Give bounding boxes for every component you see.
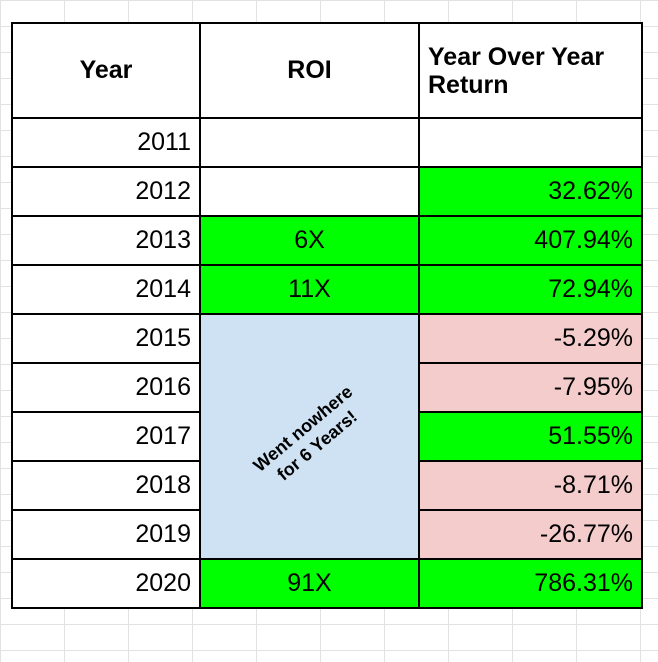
header-year[interactable]: Year [11, 22, 201, 119]
cell-year[interactable]: 2016 [11, 362, 201, 413]
table-row: 2017 51.55% [11, 411, 643, 462]
table-row: 2018 -8.71% [11, 460, 643, 511]
cell-return[interactable]: 51.55% [418, 411, 643, 462]
cell-year[interactable]: 2017 [11, 411, 201, 462]
cell-year[interactable]: 2014 [11, 264, 201, 315]
table-row: 2014 11X 72.94% [11, 264, 643, 315]
header-return-label: Year Over Year Return [428, 42, 605, 99]
cell-return[interactable]: -7.95% [418, 362, 643, 413]
cell-return[interactable] [418, 117, 643, 168]
cell-year[interactable]: 2020 [11, 558, 201, 609]
header-return[interactable]: Year Over Year Return [418, 22, 643, 119]
cell-return[interactable]: -5.29% [418, 313, 643, 364]
cell-roi[interactable] [199, 166, 420, 217]
cell-return[interactable]: 786.31% [418, 558, 643, 609]
table-row: 2020 91X 786.31% [11, 558, 643, 609]
cell-roi[interactable]: 6X [199, 215, 420, 266]
cell-year[interactable]: 2015 [11, 313, 201, 364]
table-row: 2015 Went nowhere for 6 Years! -5.29% [11, 313, 643, 560]
cell-year[interactable]: 2012 [11, 166, 201, 217]
table-row: 2011 [11, 117, 643, 168]
cell-return[interactable]: 32.62% [418, 166, 643, 217]
cell-return[interactable]: -26.77% [418, 509, 643, 560]
cell-year[interactable]: 2018 [11, 460, 201, 511]
cell-year[interactable]: 2019 [11, 509, 201, 560]
cell-return[interactable]: -8.71% [418, 460, 643, 511]
table-row: 2012 32.62% [11, 166, 643, 217]
merged-note-cell[interactable]: Went nowhere for 6 Years! [199, 313, 420, 560]
cell-roi[interactable]: 11X [199, 264, 420, 315]
cell-year[interactable]: 2013 [11, 215, 201, 266]
table-row: 2016 -7.95% [11, 362, 643, 413]
merged-note-text: Went nowhere for 6 Years! [249, 380, 361, 485]
cell-return[interactable]: 407.94% [418, 215, 643, 266]
cell-roi[interactable]: 91X [199, 558, 420, 609]
cell-return[interactable]: 72.94% [418, 264, 643, 315]
table-row: 2019 -26.77% [11, 509, 643, 560]
cell-roi[interactable] [199, 117, 420, 168]
spreadsheet-table: Year ROI Year Over Year Return 2011 2012… [11, 22, 643, 609]
header-row: Year ROI Year Over Year Return [11, 22, 643, 119]
table-row: 2013 6X 407.94% [11, 215, 643, 266]
header-roi[interactable]: ROI [199, 22, 420, 119]
cell-year[interactable]: 2011 [11, 117, 201, 168]
